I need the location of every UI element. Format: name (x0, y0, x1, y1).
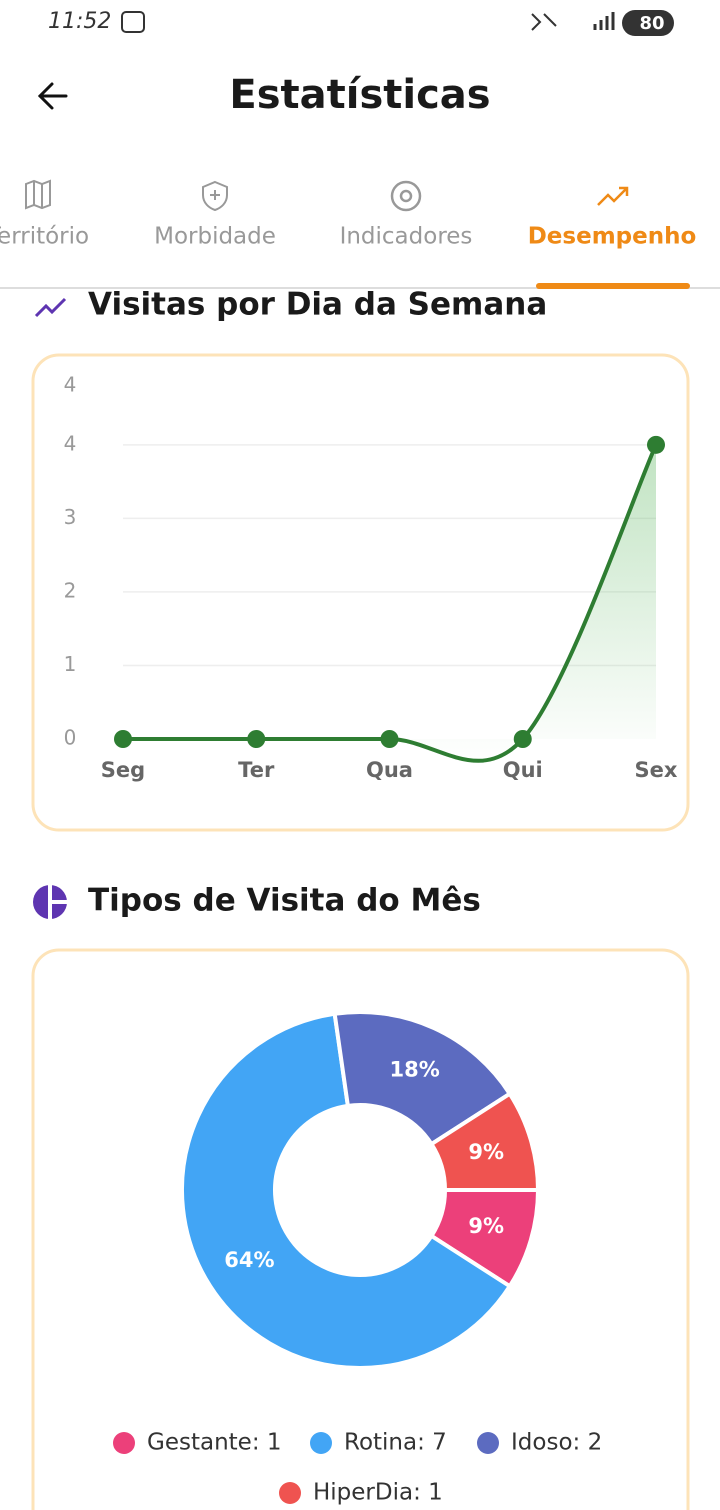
back-button[interactable] (37, 82, 68, 110)
legend-dot (310, 1432, 332, 1454)
y-tick-label: 2 (64, 578, 77, 602)
tab-indicator (536, 283, 690, 289)
y-tick-label: 0 (64, 726, 77, 750)
tab-icon (25, 179, 51, 210)
point (647, 435, 665, 454)
point (380, 730, 399, 748)
battery-level: 80 (639, 13, 664, 34)
page-title: Estatísticas (229, 72, 490, 118)
point (513, 730, 532, 748)
x-tick-label: Ter (238, 758, 275, 782)
signal-icon (593, 12, 615, 30)
slice-label: 9% (468, 1214, 504, 1238)
legend-dot (113, 1432, 135, 1454)
tab-icon (597, 186, 629, 206)
x-tick-label: Sex (635, 758, 678, 782)
status-time: 11:52 (48, 9, 111, 34)
section-icon (34, 297, 67, 318)
slice (180, 1011, 513, 1370)
tab[interactable]: Território (0, 224, 89, 250)
section-icon (48, 885, 67, 919)
legend-label: HiperDia: 1 (313, 1480, 443, 1506)
slice (332, 1010, 513, 1147)
y-tick-label: 1 (64, 652, 77, 676)
x-tick-label: Seg (101, 758, 145, 782)
legend-label: Gestante: 1 (147, 1430, 282, 1456)
x-tick-label: Qui (503, 758, 543, 782)
legend-label: Idoso: 2 (511, 1430, 602, 1456)
point (247, 730, 266, 748)
slice-label: 18% (389, 1057, 439, 1081)
y-tick-label: 4 (64, 431, 77, 455)
area (123, 444, 656, 761)
section-title: Visitas por Dia da Semana (88, 287, 547, 323)
line (123, 444, 658, 763)
y-tick-label: 3 (64, 505, 77, 529)
slice-label: 9% (468, 1140, 504, 1164)
tab-active[interactable]: Desempenho (528, 224, 697, 250)
battery (622, 10, 674, 36)
point (114, 730, 132, 748)
tab-icon (202, 180, 228, 212)
y-tick-label: 4 (64, 373, 77, 397)
slice (428, 1091, 541, 1192)
legend-label: Rotina: 7 (344, 1430, 447, 1456)
card (31, 948, 690, 1510)
x-tick-label: Qua (366, 758, 413, 782)
tab-icon (390, 180, 422, 212)
tab-icon (399, 189, 413, 203)
status-icon (121, 11, 145, 33)
tab[interactable]: Indicadores (340, 224, 473, 250)
section-title: Tipos de Visita do Mês (88, 883, 481, 919)
legend-dot (477, 1432, 499, 1454)
legend-dot (279, 1482, 301, 1504)
mute-icon (531, 13, 557, 31)
tab[interactable]: Morbidade (154, 224, 276, 250)
slice-label: 64% (224, 1248, 274, 1272)
